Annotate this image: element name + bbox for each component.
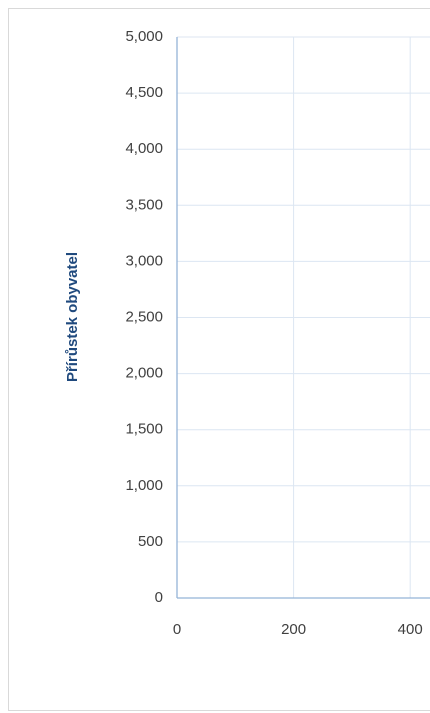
y-tick-label: 2,000 (125, 365, 163, 382)
y-tick-label: 500 (138, 533, 163, 550)
y-tick-label: 3,000 (125, 252, 163, 269)
x-tick-label: 400 (398, 621, 423, 638)
chart-frame (8, 8, 430, 711)
y-tick-label: 3,500 (125, 196, 163, 213)
y-tick-label: 5,000 (125, 28, 163, 45)
y-tick-label: 4,000 (125, 140, 163, 157)
x-tick-label: 0 (173, 621, 181, 638)
y-axis-label: Přírůstek obyvatel (64, 252, 81, 382)
y-tick-label: 1,000 (125, 477, 163, 494)
y-tick-label: 4,500 (125, 84, 163, 101)
x-tick-label: 200 (281, 621, 306, 638)
y-tick-label: 1,500 (125, 421, 163, 438)
y-tick-label: 2,500 (125, 308, 163, 325)
y-tick-label: 0 (155, 589, 163, 606)
